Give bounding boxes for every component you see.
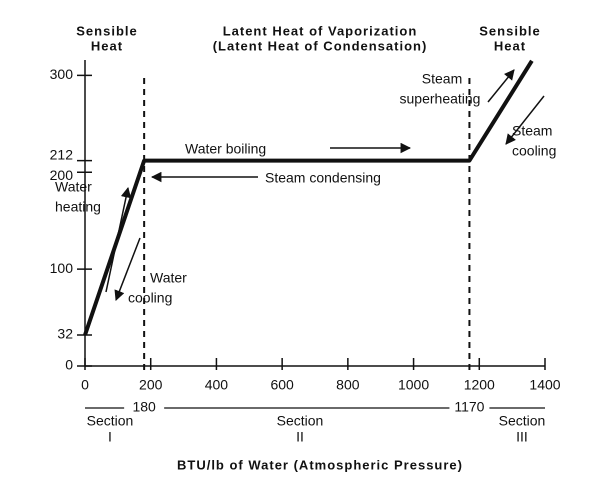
section-numeral: III <box>516 429 528 445</box>
y-tick-label: 200 <box>50 167 74 183</box>
y-tick-label: 32 <box>57 326 73 342</box>
boundary-label: 1170 <box>454 399 484 415</box>
x-tick-label: 200 <box>139 377 163 393</box>
y-tick-label: 100 <box>50 260 74 276</box>
y-tick-label: 0 <box>65 357 73 373</box>
annotation: cooling <box>128 290 172 306</box>
x-tick-label: 400 <box>205 377 229 393</box>
header-label: (Latent Heat of Condensation) <box>213 38 428 53</box>
section-label: Section <box>499 413 546 429</box>
annotation: heating <box>55 199 101 215</box>
y-tick-label: 212 <box>50 146 74 162</box>
section-numeral: I <box>108 429 112 445</box>
line <box>83 59 534 336</box>
annotation: Steam <box>422 71 462 87</box>
header-label: Heat <box>91 38 123 53</box>
x-tick-label: 1000 <box>398 377 429 393</box>
annotation: Water <box>55 179 92 195</box>
header-label: Heat <box>494 38 526 53</box>
section-label: Section <box>87 413 134 429</box>
section-numeral: II <box>296 429 304 445</box>
section-label: Section <box>277 413 324 429</box>
arrow <box>114 237 141 301</box>
annotation: cooling <box>512 143 556 159</box>
x-axis-title: BTU/lb of Water (Atmospheric Pressure) <box>177 457 463 472</box>
arrow <box>487 69 515 103</box>
annotation: Steam condensing <box>265 170 381 186</box>
x-tick-label: 1200 <box>464 377 495 393</box>
annotation: superheating <box>400 91 481 107</box>
boundary-label: 180 <box>132 399 156 415</box>
x-tick-label: 800 <box>336 377 360 393</box>
annotation: Water <box>150 270 187 286</box>
y-tick-label: 300 <box>50 66 74 82</box>
x-tick-label: 1400 <box>529 377 560 393</box>
header-label: Sensible <box>479 23 540 38</box>
x-tick-label: 600 <box>270 377 294 393</box>
arrow <box>505 95 545 145</box>
annotation: Steam <box>512 123 552 139</box>
annotation: Water boiling <box>185 141 266 157</box>
header-label: Sensible <box>76 23 137 38</box>
header-label: Latent Heat of Vaporization <box>223 23 418 38</box>
x-tick-label: 0 <box>81 377 89 393</box>
